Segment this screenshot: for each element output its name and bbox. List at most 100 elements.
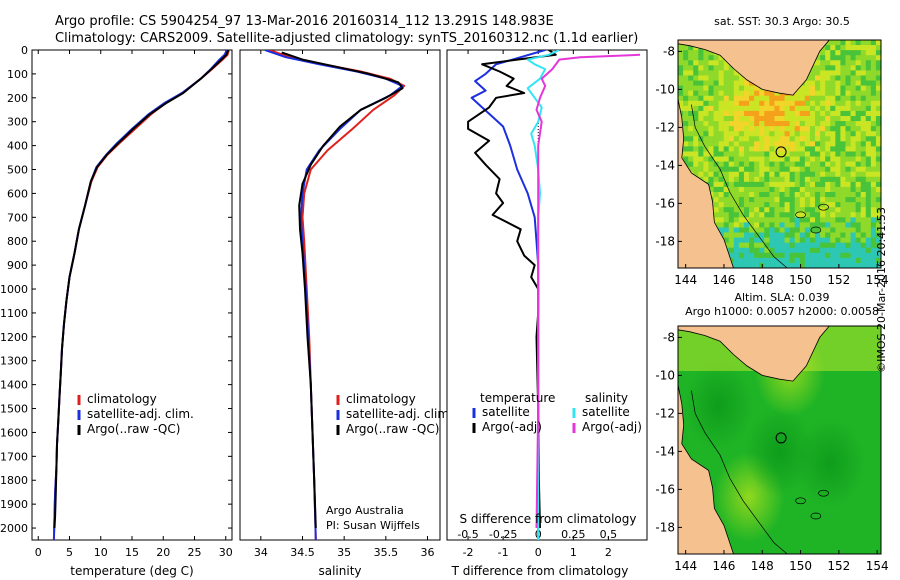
sst-cell: [865, 197, 872, 203]
sst-cell: [708, 166, 714, 173]
sst-cell: [830, 55, 836, 61]
sst-cell: [723, 202, 730, 208]
sst-cell: [794, 161, 801, 167]
depth-tick-label: 600: [7, 187, 28, 200]
sst-cell: [860, 70, 867, 76]
sst-cell: [875, 126, 881, 132]
sst-cell: [774, 95, 780, 102]
sst-cell: [784, 217, 790, 223]
sst-cell: [825, 100, 831, 107]
sst-cell: [789, 252, 796, 259]
sst-cell: [789, 212, 796, 218]
sst-cell: [754, 85, 760, 91]
sst-cell: [733, 252, 740, 259]
sst-cell: [759, 252, 765, 259]
sst-cell: [789, 100, 796, 107]
map-lat-label: -12: [655, 406, 675, 420]
sst-cell: [840, 131, 846, 137]
sst-cell: [815, 141, 821, 147]
sst-cell: [728, 95, 735, 102]
sst-cell: [749, 207, 755, 213]
sst-cell: [713, 75, 719, 81]
sst-cell: [693, 156, 699, 162]
sst-cell: [865, 222, 872, 228]
depth-tick-label: 1400: [0, 379, 28, 392]
sst-cell: [683, 100, 689, 107]
sst-cell: [875, 90, 881, 97]
sst-cell: [683, 95, 689, 102]
sst-cell: [870, 70, 877, 76]
sst-cell: [733, 141, 740, 147]
sst-cell: [820, 116, 826, 122]
sst-cell: [809, 171, 816, 178]
depth-tick-label: 2000: [0, 522, 28, 535]
sst-cell: [840, 222, 846, 228]
sst-cell: [733, 192, 740, 198]
sst-cell: [743, 105, 750, 112]
sst-cell: [820, 131, 826, 137]
sst-cell: [723, 222, 730, 228]
sst-cell: [718, 105, 724, 112]
sst-cell: [774, 217, 780, 223]
sst-cell: [718, 85, 724, 91]
sst-cell: [693, 85, 699, 91]
sst-cell: [769, 212, 775, 218]
sst-cell: [754, 232, 760, 238]
sst-cell: [713, 136, 719, 142]
legend-label-satellite: satellite-adj. clim.: [346, 407, 453, 421]
sst-cell: [733, 100, 740, 107]
sst-cell: [728, 237, 735, 243]
depth-tick-label: 200: [7, 92, 28, 105]
sst-cell: [870, 202, 877, 208]
sst-cell: [809, 252, 816, 259]
sst-cell: [804, 156, 811, 162]
sst-cell: [840, 242, 846, 249]
sst-cell: [840, 45, 846, 51]
sst-cell: [774, 126, 780, 132]
sst-cell: [703, 161, 709, 167]
sst-cell: [799, 90, 806, 97]
sst-cell: [855, 75, 861, 81]
sst-cell: [703, 90, 709, 97]
sst-cell: [809, 186, 816, 193]
sst-cell: [738, 247, 745, 254]
map-lat-label: -8: [663, 44, 675, 58]
sst-cell: [789, 146, 796, 152]
sst-cell: [759, 151, 765, 157]
sst-cell: [764, 181, 770, 188]
sst-cell: [738, 262, 745, 268]
sst-cell: [749, 252, 755, 259]
sst-cell: [723, 146, 730, 152]
sst-cell: [855, 45, 861, 51]
sst-cell: [794, 90, 801, 97]
sst-cell: [723, 121, 730, 127]
sst-cell: [738, 252, 745, 259]
sst-cell: [723, 166, 730, 173]
sst-cell: [713, 181, 719, 188]
sst-cell: [845, 80, 851, 86]
sst-cell: [870, 166, 877, 173]
sst-cell: [723, 161, 730, 167]
sst-cell: [809, 202, 816, 208]
sst-cell: [754, 161, 760, 167]
sst-cell: [749, 126, 755, 132]
sst-cell: [774, 192, 780, 198]
sst-cell: [728, 110, 735, 117]
sst-cell: [733, 232, 740, 238]
depth-tick-label: 1000: [0, 283, 28, 296]
sst-cell: [698, 60, 704, 66]
sst-cell: [738, 156, 745, 162]
sst-cell: [830, 197, 836, 203]
sst-cell: [855, 60, 861, 66]
sst-cell: [815, 237, 821, 243]
sst-cell: [840, 126, 846, 132]
sst-cell: [769, 181, 775, 188]
sst-cell: [754, 181, 760, 188]
sst-cell: [804, 242, 811, 249]
sst-cell: [743, 121, 750, 127]
sst-cell: [693, 75, 699, 81]
map-lat-label: -10: [655, 82, 675, 96]
sst-cell: [718, 166, 724, 173]
sst-cell: [784, 166, 790, 173]
sst-cell: [845, 141, 851, 147]
